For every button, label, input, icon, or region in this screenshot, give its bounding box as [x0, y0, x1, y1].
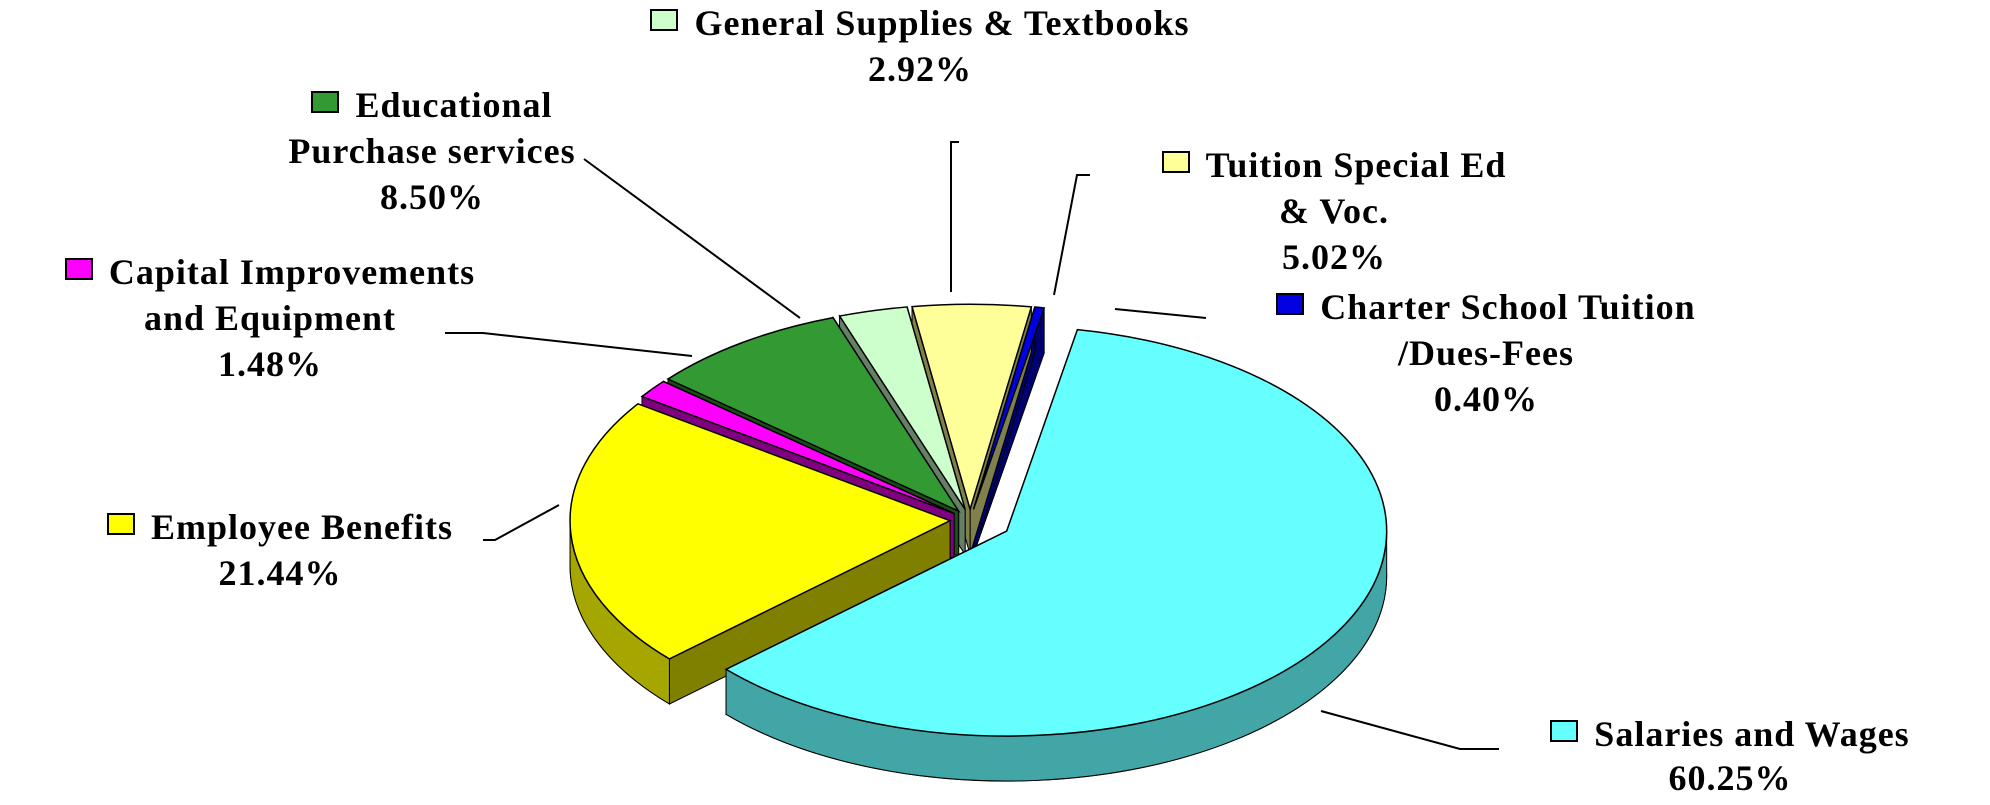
leader-line	[583, 158, 801, 319]
slice-label: Educational Purchase services 8.50%	[232, 82, 632, 220]
category-name: Capital Improvements and Equipment	[108, 252, 476, 338]
slice	[724, 328, 1388, 737]
slice-label: Charter School Tuition /Dues-Fees 0.40%	[1276, 284, 1696, 422]
legend-swatch	[1276, 293, 1305, 315]
value-label: 2.92%	[868, 49, 972, 89]
slice	[569, 402, 952, 660]
slice-label: General Supplies & Textbooks 2.92%	[640, 0, 1200, 92]
label-name: Salaries and Wages	[1490, 712, 1970, 756]
slice-label: Employee Benefits 21.44%	[0, 504, 560, 596]
legend-swatch	[107, 513, 136, 535]
value-label: 21.44%	[218, 553, 342, 593]
slice-label: Tuition Special Ed & Voc. 5.02%	[1144, 142, 1524, 280]
category-name: Charter School Tuition /Dues-Fees	[1320, 287, 1696, 373]
label-name: Educational Purchase services	[232, 82, 632, 174]
leader-line	[445, 332, 693, 357]
category-name: General Supplies & Textbooks	[694, 3, 1190, 43]
label-name: Tuition Special Ed & Voc.	[1144, 142, 1524, 234]
leader-lines	[445, 141, 1499, 750]
legend-swatch	[1161, 151, 1190, 173]
slice	[666, 316, 961, 513]
value-label: 60.25%	[1668, 758, 1792, 798]
label-name: Employee Benefits	[0, 504, 560, 550]
legend-swatch	[1550, 720, 1579, 742]
label-name: Charter School Tuition /Dues-Fees	[1276, 284, 1696, 376]
legend-swatch	[650, 9, 679, 31]
slice	[972, 306, 1046, 510]
slice-label: Salaries and Wages 60.25%	[1490, 712, 1970, 800]
value-label: 5.02%	[1282, 237, 1386, 277]
category-name: Tuition Special Ed & Voc.	[1205, 145, 1507, 231]
leader-line	[950, 141, 959, 292]
leader-line	[483, 504, 560, 541]
value-label: 1.48%	[218, 344, 322, 384]
slice	[640, 380, 955, 515]
leader-line	[1114, 308, 1207, 319]
slice-label: Capital Improvements and Equipment 1.48%	[60, 249, 480, 387]
slice	[838, 306, 966, 510]
category-name: Educational Purchase services	[288, 85, 576, 171]
value-label: 0.40%	[1434, 379, 1538, 419]
slice	[911, 303, 1033, 512]
leader-line	[1053, 174, 1090, 296]
category-name: Salaries and Wages	[1594, 714, 1910, 754]
label-name: Capital Improvements and Equipment	[60, 249, 480, 341]
value-label: 8.50%	[380, 177, 484, 217]
category-name: Employee Benefits	[151, 507, 453, 547]
leader-line	[1320, 710, 1499, 750]
pie-tops	[569, 303, 1388, 737]
label-name: General Supplies & Textbooks	[640, 0, 1200, 46]
legend-swatch	[311, 91, 340, 113]
legend-swatch	[64, 258, 93, 280]
